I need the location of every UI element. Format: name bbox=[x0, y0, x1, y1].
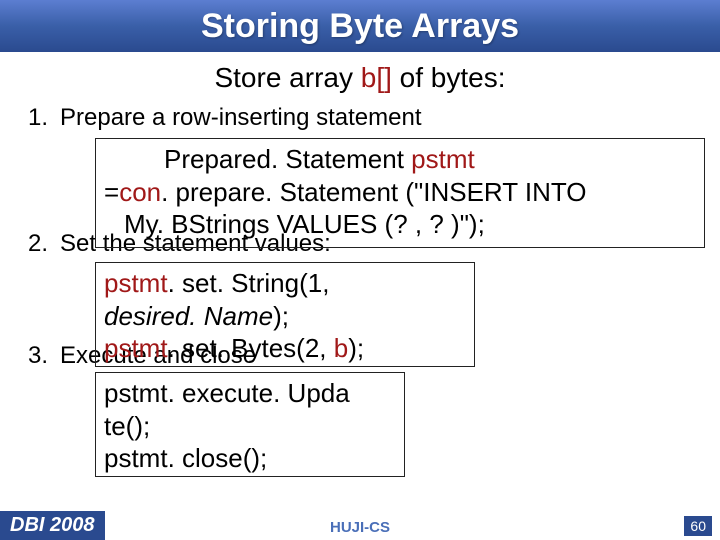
code2-line1: pstmt. set. String(1, bbox=[104, 267, 466, 300]
code3-l1a: pstmt bbox=[104, 378, 168, 408]
code2-l3c: b bbox=[334, 333, 348, 363]
code1-l2c: . prepare. Statement ("INSERT INTO bbox=[161, 177, 586, 207]
code2-l1b: . set. String(1, bbox=[168, 268, 330, 298]
code1-l1a: Prepared. Statement bbox=[164, 144, 411, 174]
code2-l2a: desired. Name bbox=[104, 301, 273, 331]
code3-l3b: . close(); bbox=[168, 443, 268, 473]
footer-center: HUJI-CS bbox=[330, 519, 390, 536]
step-3-num: 3. bbox=[28, 340, 60, 371]
code2-l2b: ); bbox=[273, 301, 289, 331]
code2-l1a: pstmt bbox=[104, 268, 168, 298]
code3-line2: te(); bbox=[104, 410, 396, 443]
slide-title: Storing Byte Arrays bbox=[201, 7, 519, 46]
code1-line3: My. BStrings VALUES (? , ? )"); bbox=[104, 208, 696, 241]
subtitle-highlight: b[] bbox=[361, 62, 392, 93]
code3-line3: pstmt. close(); bbox=[104, 442, 396, 475]
footer-left: DBI 2008 bbox=[0, 511, 105, 540]
subtitle-post: of bytes: bbox=[392, 62, 506, 93]
code1-l1b: pstmt bbox=[411, 144, 475, 174]
code2-l3a: pstmt bbox=[104, 333, 168, 363]
subtitle: Store array b[] of bytes: bbox=[0, 52, 720, 102]
code3-l3a: pstmt bbox=[104, 443, 168, 473]
code3-l1b: . execute. Upda bbox=[168, 378, 350, 408]
code2-line2: desired. Name); bbox=[104, 300, 466, 333]
code-box-1: Prepared. Statement pstmt =con. prepare.… bbox=[95, 138, 705, 248]
code2-line3: pstmt. set. Bytes(2, b); bbox=[104, 332, 466, 365]
code2-l3b: . set. Bytes(2, bbox=[168, 333, 334, 363]
code1-l2b: con bbox=[119, 177, 161, 207]
step-1-num: 1. bbox=[28, 102, 60, 133]
title-bar: Storing Byte Arrays bbox=[0, 0, 720, 52]
step-1: 1. Prepare a row-inserting statement bbox=[28, 102, 422, 133]
code3-l2: te(); bbox=[104, 411, 150, 441]
subtitle-pre: Store array bbox=[214, 62, 360, 93]
step-2-num: 2. bbox=[28, 228, 60, 259]
code3-line1: pstmt. execute. Upda bbox=[104, 377, 396, 410]
step-1-text: Prepare a row-inserting statement bbox=[60, 102, 422, 133]
code2-l3d: ); bbox=[348, 333, 364, 363]
code1-line2: =con. prepare. Statement ("INSERT INTO bbox=[104, 176, 696, 209]
code-box-2: pstmt. set. String(1, desired. Name); ps… bbox=[95, 262, 475, 367]
code1-l2a: = bbox=[104, 177, 119, 207]
code1-line1: Prepared. Statement pstmt bbox=[104, 143, 696, 176]
code1-l3: My. BStrings VALUES (? , ? )"); bbox=[124, 209, 485, 239]
footer: DBI 2008 HUJI-CS 60 bbox=[0, 510, 720, 540]
code-box-3: pstmt. execute. Upda te(); pstmt. close(… bbox=[95, 372, 405, 477]
footer-page-number: 60 bbox=[684, 516, 712, 536]
